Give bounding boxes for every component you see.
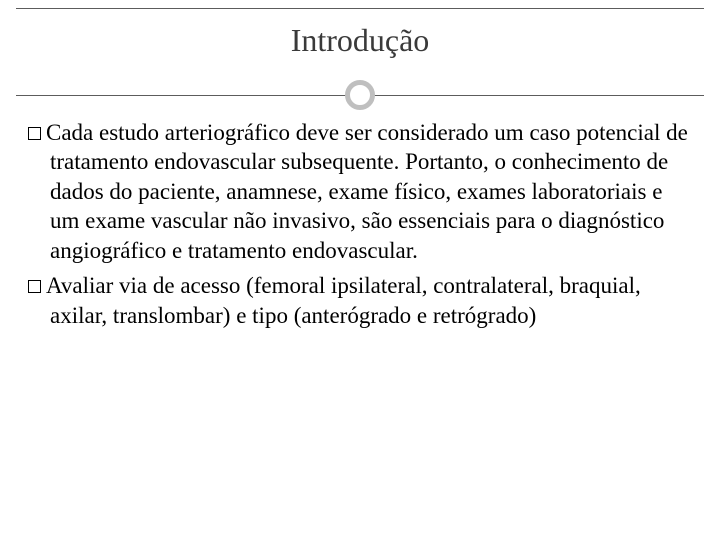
- divider: [16, 80, 704, 110]
- content-area: Cada estudo arteriográfico deve ser cons…: [28, 118, 692, 336]
- square-bullet-icon: [28, 280, 41, 293]
- bullet-text: Cada estudo arteriográfico deve ser cons…: [46, 120, 688, 263]
- bullet-item: Cada estudo arteriográfico deve ser cons…: [28, 118, 692, 265]
- divider-ring-icon: [345, 80, 375, 110]
- slide: Introdução Cada estudo arteriográfico de…: [0, 0, 720, 540]
- top-rule: [16, 8, 704, 9]
- bullet-text: Avaliar via de acesso (femoral ipsilater…: [46, 273, 641, 327]
- bullet-item: Avaliar via de acesso (femoral ipsilater…: [28, 271, 692, 330]
- slide-title: Introdução: [0, 22, 720, 59]
- square-bullet-icon: [28, 127, 41, 140]
